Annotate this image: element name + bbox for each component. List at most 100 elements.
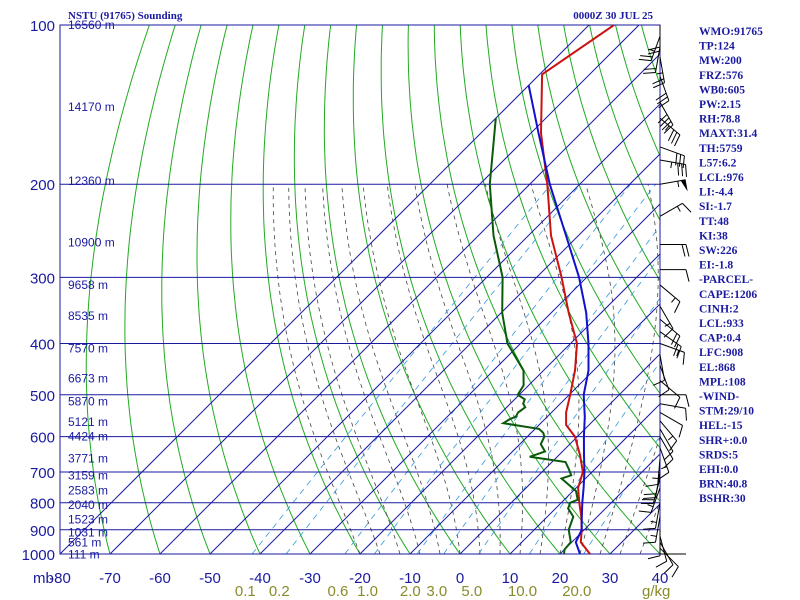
wind-barb-flag bbox=[638, 58, 652, 62]
temperature-tick-label: -50 bbox=[199, 570, 221, 587]
dry-adiabat-line bbox=[615, 25, 660, 157]
isotherm-line bbox=[359, 253, 661, 555]
wind-barb-flag bbox=[681, 163, 684, 177]
wind-barb-half-flag bbox=[676, 206, 681, 212]
index-line: -PARCEL- bbox=[699, 274, 753, 286]
index-line: HEL:-15 bbox=[699, 420, 743, 432]
wind-barb-flag bbox=[685, 269, 690, 282]
wind-barb-staff bbox=[654, 516, 661, 543]
pressure-label: 300 bbox=[30, 270, 55, 287]
wind-barb-flag bbox=[678, 425, 683, 438]
dry-adiabat-line bbox=[161, 25, 211, 554]
isotherm-line bbox=[259, 153, 661, 555]
wind-barb-staff bbox=[659, 436, 674, 460]
wind-barb-half-flag bbox=[650, 534, 657, 537]
wind-barb bbox=[659, 146, 685, 169]
dry-adiabat-line bbox=[589, 25, 660, 222]
dry-adiabat-line bbox=[537, 25, 660, 339]
index-line: BSHR:30 bbox=[699, 493, 746, 505]
wind-barb-pennant bbox=[680, 179, 688, 192]
wind-barb-staff bbox=[659, 305, 674, 329]
index-line: LFC:908 bbox=[699, 347, 743, 359]
isotherm-line bbox=[109, 24, 640, 555]
pressure-temperature-grid bbox=[59, 24, 661, 555]
moist-adiabat-line bbox=[579, 184, 616, 554]
wind-barb bbox=[653, 354, 666, 386]
wind-barb-flag bbox=[638, 510, 652, 513]
wind-barb-flag bbox=[661, 120, 672, 131]
index-line: LI:-4.4 bbox=[699, 187, 733, 199]
dry-adiabat-line bbox=[230, 25, 311, 554]
height-label: 6673 m bbox=[68, 372, 108, 386]
wind-barb bbox=[660, 244, 690, 257]
wind-barb-flag bbox=[643, 493, 657, 496]
height-label: 111 m bbox=[68, 547, 100, 561]
wind-barb-flag bbox=[656, 96, 668, 105]
pressure-label: 200 bbox=[30, 177, 55, 194]
height-label: 9658 m bbox=[68, 278, 108, 292]
wind-barb-staff bbox=[659, 380, 681, 398]
isotherm-line bbox=[609, 503, 661, 555]
wind-barb-flag bbox=[647, 555, 661, 560]
temperature-tick-label: -40 bbox=[249, 570, 271, 587]
index-line: SRDS:5 bbox=[699, 449, 738, 461]
dry-adiabat-line bbox=[323, 25, 461, 554]
mixing-ratio-label: 10.0 bbox=[508, 583, 537, 600]
index-line: SW:226 bbox=[699, 245, 738, 257]
dry-adiabat-line bbox=[85, 25, 150, 554]
wind-barb-half-flag bbox=[667, 435, 674, 441]
wind-barb bbox=[660, 394, 690, 407]
index-line: TT:48 bbox=[699, 216, 729, 228]
isotherm-line bbox=[59, 24, 590, 555]
height-label: 12360 m bbox=[68, 174, 115, 188]
wind-barb-half-flag bbox=[661, 466, 668, 470]
mixing-ratio-label: 1.0 bbox=[357, 583, 378, 600]
temperature-tick-label: -20 bbox=[349, 570, 371, 587]
wind-barb bbox=[659, 436, 674, 469]
pressure-label: 600 bbox=[30, 430, 55, 447]
wind-barb-half-flag bbox=[671, 297, 676, 303]
wind-barb-flag bbox=[674, 397, 681, 409]
wind-barb-half-flag bbox=[656, 72, 663, 75]
index-line: CAP:0.4 bbox=[699, 333, 741, 345]
mixing-ratio-label: 0.1 bbox=[235, 583, 256, 600]
wind-barb-flag bbox=[678, 154, 682, 167]
wind-barb-flag bbox=[674, 134, 681, 147]
moist-adiabat-line bbox=[446, 184, 523, 554]
wind-barb bbox=[659, 331, 682, 359]
wind-barb-staff bbox=[659, 179, 686, 185]
index-line: KI:38 bbox=[699, 230, 728, 242]
wind-barb-flag bbox=[663, 328, 674, 338]
index-line: BRN:40.8 bbox=[699, 479, 747, 491]
temperature-profile bbox=[539, 25, 615, 554]
index-line: EI:-1.8 bbox=[699, 260, 733, 272]
wind-barb-flag bbox=[681, 244, 686, 257]
wind-barb-staff bbox=[659, 428, 674, 452]
wind-barb-staff bbox=[659, 159, 686, 166]
temperature-tick-label: -80 bbox=[49, 570, 71, 587]
wind-barb-flag bbox=[643, 541, 656, 544]
pressure-label: 900 bbox=[30, 523, 55, 540]
wind-barb-staff bbox=[659, 420, 678, 442]
height-label: 16560 m bbox=[68, 18, 115, 32]
sounding-profiles bbox=[488, 25, 615, 554]
sounding-time: 0000Z 30 JUL 25 bbox=[573, 10, 653, 22]
temperature-tick-label: -70 bbox=[99, 570, 121, 587]
isotherm-line bbox=[159, 53, 661, 555]
mixing-ratio-label: 2.0 bbox=[400, 583, 421, 600]
wind-barb-staff bbox=[659, 202, 683, 217]
wind-barb bbox=[659, 159, 687, 177]
moist-adiabat-line bbox=[288, 184, 381, 554]
wind-barb-flag bbox=[652, 78, 665, 85]
wind-barb bbox=[657, 102, 674, 134]
pressure-label: 400 bbox=[30, 336, 55, 353]
moist-adiabat-line bbox=[484, 184, 549, 554]
wind-barb-staff bbox=[650, 487, 661, 513]
index-line: CINH:2 bbox=[699, 303, 739, 315]
dry-adiabat-line bbox=[459, 25, 660, 502]
wind-barbs bbox=[638, 25, 692, 578]
dry-adiabat-line bbox=[352, 25, 511, 554]
moist-adiabat-line bbox=[386, 184, 481, 554]
wind-barb-flag bbox=[658, 100, 670, 109]
